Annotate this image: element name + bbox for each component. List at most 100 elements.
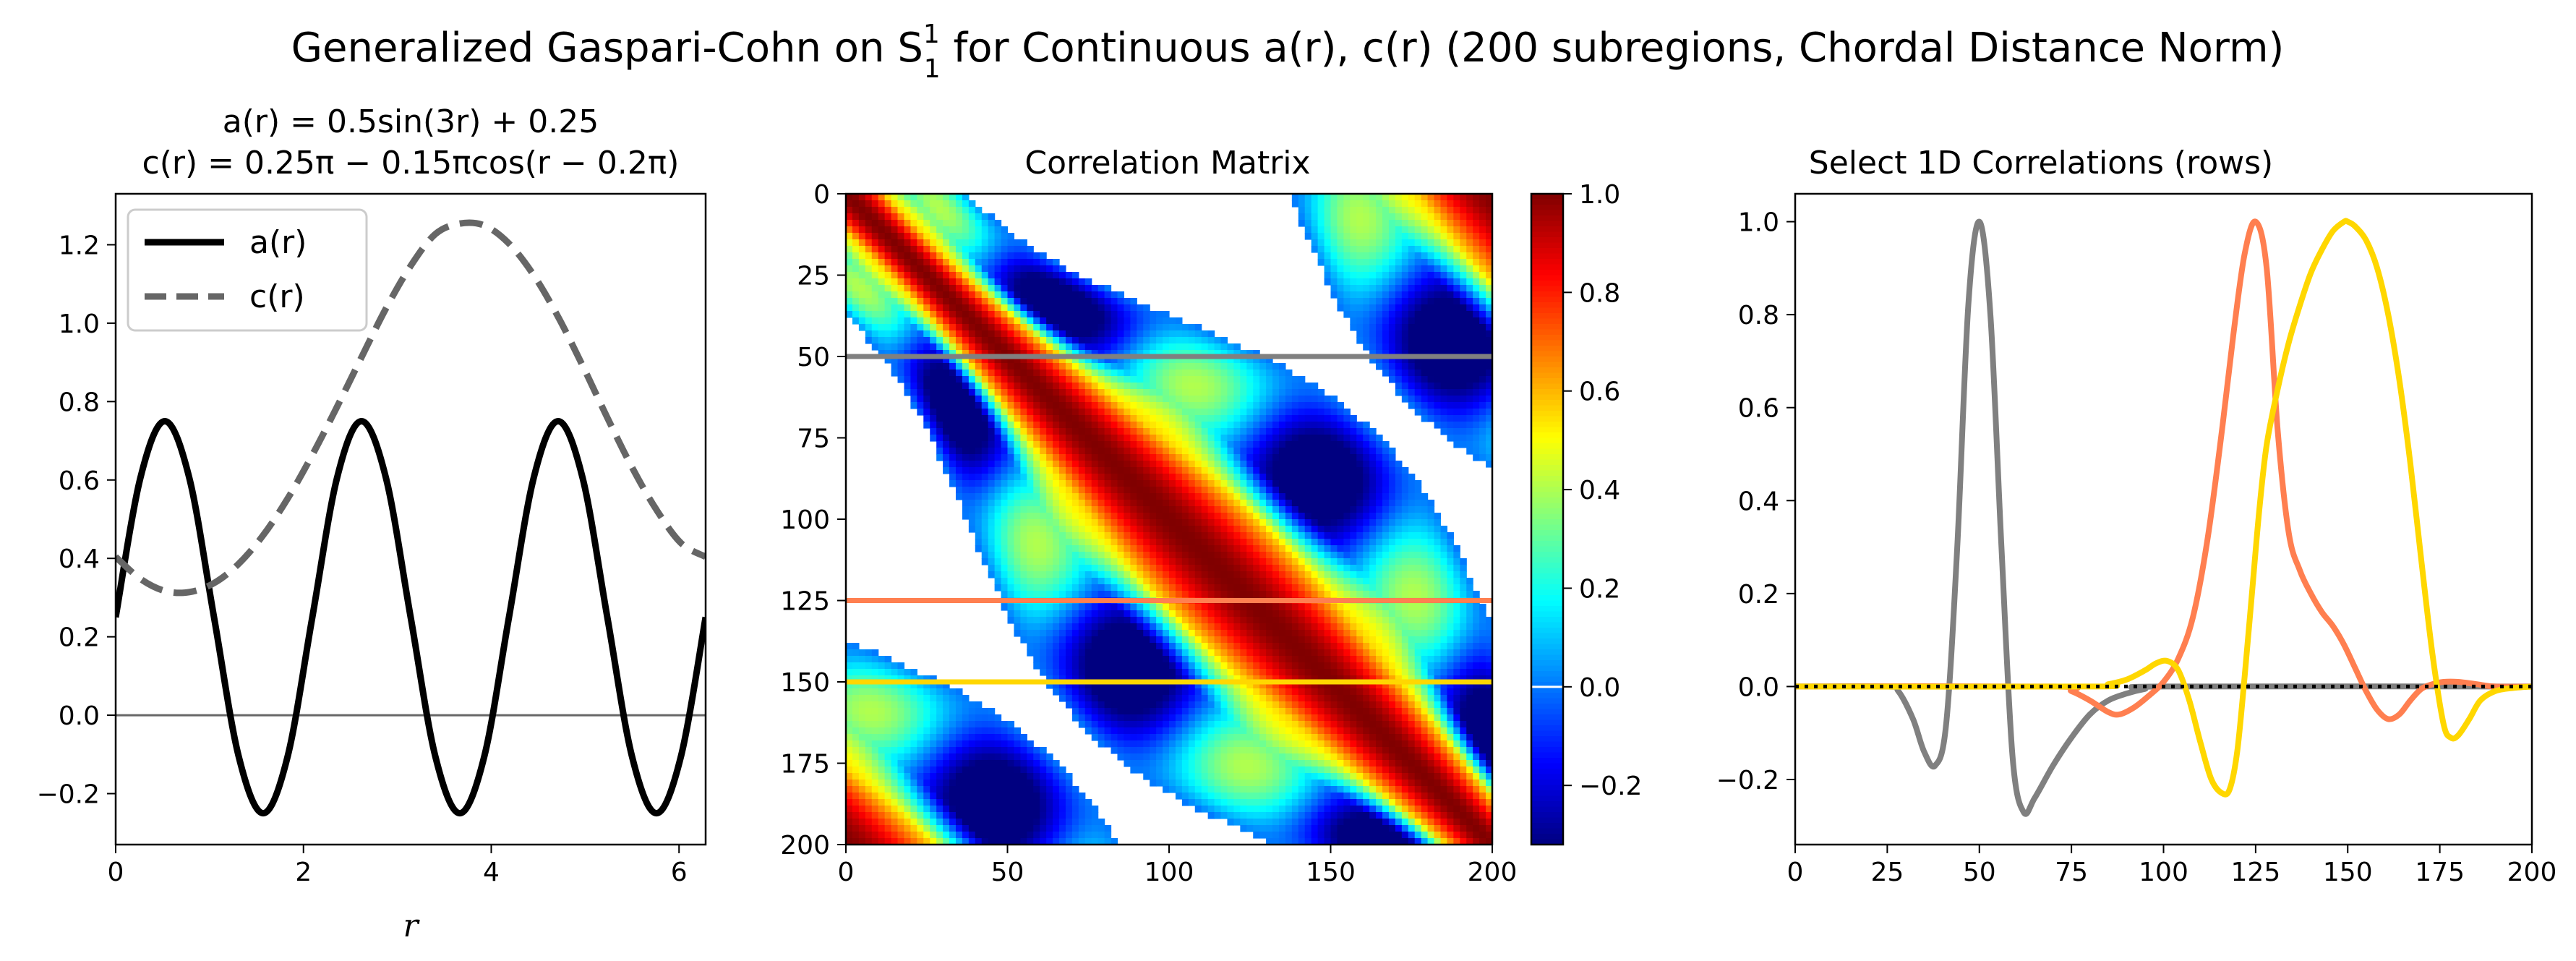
heatmap-cell	[1473, 409, 1480, 416]
heatmap-cell	[1130, 539, 1137, 546]
heatmap-cell	[1304, 591, 1312, 598]
heatmap-cell	[968, 383, 976, 390]
heatmap-cell	[1194, 610, 1202, 618]
heatmap-cell	[936, 239, 943, 247]
heatmap-cell	[1014, 493, 1021, 500]
heatmap-cell	[1156, 441, 1163, 448]
heatmap-cell	[1124, 513, 1131, 520]
heatmap-cell	[1150, 643, 1157, 650]
heatmap-cell	[962, 233, 970, 240]
heatmap-cell	[1388, 565, 1396, 572]
heatmap-cell	[1053, 467, 1060, 474]
heatmap-cell	[1040, 272, 1047, 279]
heatmap-cell	[1363, 265, 1370, 273]
heatmap-cell	[1053, 298, 1060, 305]
heatmap-cell	[1486, 311, 1493, 318]
heatmap-cell	[1304, 519, 1312, 526]
heatmap-cell	[1130, 519, 1137, 526]
heatmap-cell	[865, 304, 873, 312]
heatmap-cell	[1194, 461, 1202, 468]
heatmap-cell	[1356, 526, 1364, 533]
heatmap-cell	[1111, 311, 1118, 318]
heatmap-cell	[858, 285, 866, 292]
heatmap-cell	[1097, 487, 1105, 494]
heatmap-cell	[1388, 311, 1396, 318]
heatmap-cell	[1091, 623, 1099, 631]
heatmap-cell	[1421, 298, 1429, 305]
heatmap-cell	[1194, 604, 1202, 611]
heatmap-cell	[1207, 441, 1215, 448]
heatmap-cell	[1014, 441, 1021, 448]
heatmap-cell	[1014, 324, 1021, 331]
heatmap-cell	[988, 330, 996, 338]
heatmap-cell	[936, 298, 943, 305]
heatmap-cell	[1337, 480, 1344, 487]
heatmap-cell	[1259, 422, 1267, 429]
heatmap-cell	[1460, 636, 1467, 644]
heatmap-cell	[936, 435, 943, 442]
heatmap-cell	[1479, 207, 1486, 214]
heatmap-cell	[1065, 291, 1073, 299]
heatmap-cell	[1285, 370, 1293, 377]
heatmap-cell	[1033, 571, 1040, 578]
heatmap-cell	[1065, 565, 1073, 572]
heatmap-cell	[897, 226, 905, 234]
heatmap-cell	[988, 363, 996, 370]
heatmap-cell	[1020, 428, 1027, 435]
heatmap-cell	[1059, 623, 1066, 631]
heatmap-cell	[1376, 552, 1383, 559]
heatmap-cell	[1091, 350, 1099, 357]
heatmap-cell	[1137, 617, 1144, 624]
heatmap-cell	[1363, 213, 1370, 221]
heatmap-cell	[1053, 330, 1060, 338]
heatmap-cell	[1363, 285, 1370, 292]
heatmap-cell	[1014, 578, 1021, 585]
heatmap-cell	[1363, 526, 1370, 533]
heatmap-cell	[1343, 454, 1351, 461]
heatmap-cell	[1150, 558, 1157, 565]
heatmap-cell	[1163, 636, 1170, 644]
heatmap-cell	[1175, 506, 1183, 513]
heatmap-cell	[1240, 552, 1247, 559]
heatmap-cell	[994, 415, 1002, 422]
heatmap-cell	[1014, 565, 1021, 572]
heatmap-cell	[1175, 487, 1183, 494]
heatmap-cell	[1207, 578, 1215, 585]
heatmap-cell	[1337, 604, 1344, 611]
heatmap-cell	[1046, 330, 1053, 338]
heatmap-cell	[1460, 623, 1467, 631]
heatmap-cell	[1427, 571, 1435, 578]
heatmap-cell	[975, 213, 983, 221]
heatmap-cell	[1091, 454, 1099, 461]
heatmap-cell	[988, 383, 996, 390]
heatmap-cell	[1027, 350, 1034, 357]
heatmap-cell	[1214, 617, 1222, 624]
heatmap-cell	[1427, 246, 1435, 253]
heatmap-cell	[1460, 220, 1467, 227]
heatmap-cell	[1278, 630, 1286, 637]
heatmap-cell	[897, 285, 905, 292]
heatmap-cell	[1376, 636, 1383, 644]
heatmap-cell	[936, 454, 943, 461]
heatmap-cell	[1169, 578, 1176, 585]
heatmap-cell	[1020, 265, 1027, 273]
heatmap-cell	[1266, 435, 1273, 442]
heatmap-cell	[1033, 610, 1040, 618]
heatmap-cell	[1214, 578, 1222, 585]
heatmap-cell	[1097, 356, 1105, 364]
heatmap-cell	[1124, 526, 1131, 533]
heatmap-cell	[1053, 454, 1060, 461]
heatmap-cell	[975, 324, 983, 331]
heatmap-cell	[1065, 343, 1073, 351]
heatmap-cell	[1395, 604, 1403, 611]
heatmap-cell	[1014, 363, 1021, 370]
heatmap-cell	[884, 356, 892, 364]
heatmap-cell	[910, 226, 917, 234]
heatmap-cell	[1343, 441, 1351, 448]
heatmap-cell	[1356, 252, 1364, 260]
heatmap-cell	[949, 220, 957, 227]
heatmap-cell	[1084, 552, 1092, 559]
heatmap-cell	[904, 265, 911, 273]
heatmap-cell	[1421, 213, 1429, 221]
heatmap-cell	[962, 422, 970, 429]
